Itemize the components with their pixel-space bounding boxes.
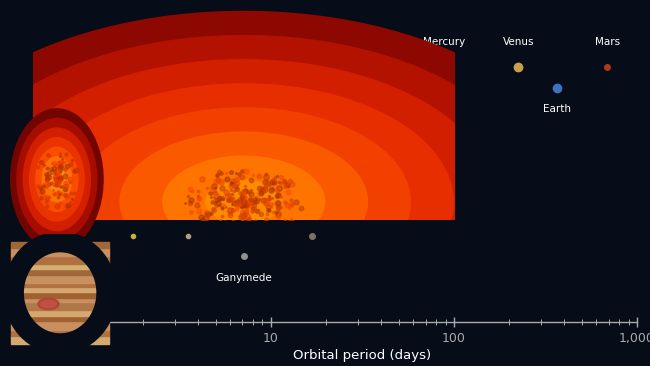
X-axis label: Orbital period (days): Orbital period (days) <box>293 349 432 362</box>
Bar <box>11 264 109 269</box>
Bar <box>11 302 109 310</box>
Text: Venus: Venus <box>502 37 534 47</box>
Text: Jupiter: Jupiter <box>95 171 134 184</box>
Text: Sun: Sun <box>240 32 265 45</box>
Circle shape <box>77 108 410 296</box>
Ellipse shape <box>40 300 57 308</box>
Bar <box>11 330 109 336</box>
Circle shape <box>206 180 282 223</box>
Bar <box>11 287 109 292</box>
Circle shape <box>17 119 97 240</box>
Circle shape <box>14 242 107 344</box>
Circle shape <box>10 109 103 250</box>
Text: Callisto: Callisto <box>292 205 331 215</box>
Bar <box>11 316 109 321</box>
Text: Ganymede: Ganymede <box>216 273 272 283</box>
Circle shape <box>120 132 367 272</box>
Text: TRAPPIST-1: TRAPPIST-1 <box>90 89 165 102</box>
Text: Mars: Mars <box>595 37 619 47</box>
Bar <box>11 292 109 298</box>
Bar <box>11 336 109 344</box>
Circle shape <box>23 128 90 231</box>
Bar <box>11 249 109 256</box>
Bar <box>11 310 109 316</box>
Circle shape <box>0 11 582 366</box>
Circle shape <box>0 60 496 344</box>
Text: Europa: Europa <box>170 205 207 215</box>
Circle shape <box>36 147 78 212</box>
Bar <box>11 275 109 283</box>
Circle shape <box>0 36 539 366</box>
Bar <box>11 242 109 249</box>
Text: Mercury: Mercury <box>422 37 465 47</box>
Bar <box>11 269 109 275</box>
Circle shape <box>42 157 72 202</box>
Circle shape <box>49 167 65 192</box>
Bar <box>11 283 109 287</box>
Bar <box>11 298 109 302</box>
Circle shape <box>30 138 84 221</box>
Text: Io: Io <box>129 205 138 215</box>
Circle shape <box>163 156 324 247</box>
Bar <box>11 321 109 330</box>
Text: Earth: Earth <box>543 104 571 114</box>
Ellipse shape <box>38 298 59 310</box>
Circle shape <box>34 84 453 320</box>
Bar <box>11 256 109 264</box>
